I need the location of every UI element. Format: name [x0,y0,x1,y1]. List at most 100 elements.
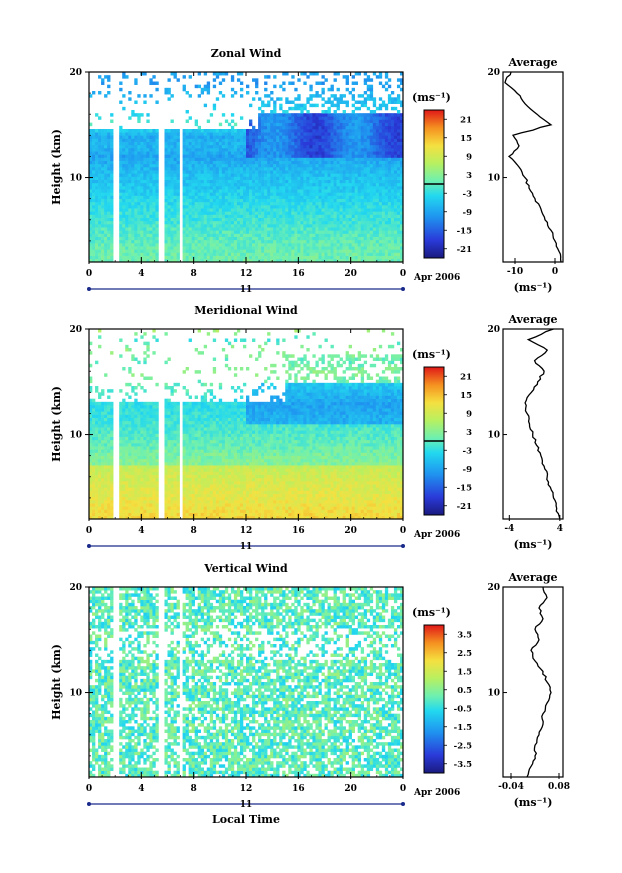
heatmap-cell [252,255,256,260]
heatmap-cell [167,151,171,155]
heatmap-cell [336,72,340,76]
heatmap-cell [140,198,144,203]
heatmap-cell [140,148,144,152]
heatmap-cell [125,148,129,152]
heatmap-cell [255,243,259,247]
heatmap-cell [191,141,195,146]
heatmap-cell [249,195,253,199]
heatmap-cell [224,176,229,180]
heatmap-cell [381,239,386,244]
heatmap-cell [212,138,217,142]
heatmap-cell [261,135,265,139]
heatmap-cell [276,201,280,206]
heatmap-cell [249,205,253,209]
heatmap-cell [303,255,307,260]
heatmap-cell [98,211,102,215]
heatmap-cell [279,151,283,155]
heatmap-cell [107,129,111,133]
heatmap-cell [330,255,334,260]
heatmap-cell [378,227,383,231]
heatmap-cell [155,195,159,199]
heatmap-cell [185,255,189,260]
heatmap-cell [176,141,180,146]
heatmap-cell [339,220,343,225]
heatmap-cell [357,243,362,247]
heatmap-cell [384,75,389,79]
heatmap-cell [143,214,147,218]
heatmap-cell [291,211,295,215]
heatmap-cell [173,205,177,209]
heatmap-cell [194,163,198,168]
heatmap-cell [273,201,277,206]
heatmap-cell [357,144,362,149]
heatmap-cell [224,208,229,212]
heatmap-cell [378,179,383,184]
heatmap-cell [309,141,313,146]
heatmap-cell [396,176,401,180]
heatmap-cell [339,113,343,117]
heatmap-cell [233,176,238,180]
heatmap-cell [315,224,319,228]
heatmap-cell [137,217,141,222]
heatmap-cell [348,249,352,253]
heatmap-cell [104,179,108,184]
heatmap-cell [273,84,277,89]
heatmap-cell [185,129,189,133]
heatmap-cell [303,179,307,184]
heatmap-cell [267,113,271,117]
heatmap-cell [330,141,334,146]
heatmap-cell [357,138,362,142]
heatmap-cell [339,186,343,190]
heatmap-cell [324,205,328,209]
heatmap-cell [209,138,214,142]
heatmap-cell [242,129,247,133]
heatmap-cell [387,201,392,206]
heatmap-cell [360,122,365,127]
heatmap-cell [276,515,280,520]
heatmap-cell [242,236,247,241]
heatmap-cell [212,255,217,260]
heatmap-cell [182,189,186,193]
heatmap-cell [194,243,198,247]
heatmap-cell [182,249,186,253]
heatmap-cell [297,163,301,168]
heatmap-cell [288,163,292,168]
heatmap-cell [203,182,208,187]
heatmap-cell [375,106,380,111]
heatmap-cell [230,192,235,196]
heatmap-cell [236,141,241,146]
heatmap-cell [369,173,374,177]
heatmap-cell [306,173,310,177]
heatmap-cell [236,205,241,209]
heatmap-cell [396,129,401,133]
heatmap-cell [227,173,232,177]
heatmap-cell [122,255,126,260]
heatmap-cell [297,220,301,225]
heatmap-cell [318,125,322,130]
heatmap-cell [128,173,132,177]
heatmap-cell [236,173,241,177]
heatmap-cell [131,246,135,250]
heatmap-cell [230,243,235,247]
heatmap-cell [324,113,328,117]
heatmap-cell [384,125,389,130]
heatmap-cell [137,512,141,517]
heatmap-cell [224,512,229,517]
heatmap-cell [396,138,401,142]
heatmap-cell [342,189,346,193]
heatmap-cell [185,233,189,237]
heatmap-cell [357,258,362,263]
heatmap-cell [134,144,138,149]
heatmap-cell [339,151,343,155]
heatmap-cell [339,167,343,171]
heatmap-cell [252,239,256,244]
heatmap-cell [155,214,159,218]
heatmap-cell [170,189,174,193]
heatmap-cell [128,91,132,95]
heatmap-cell [378,217,383,222]
heatmap-cell [194,167,198,171]
heatmap-cell [363,129,368,133]
heatmap-cell [188,151,192,155]
heatmap-cell [300,122,304,127]
heatmap-cell [92,243,96,247]
